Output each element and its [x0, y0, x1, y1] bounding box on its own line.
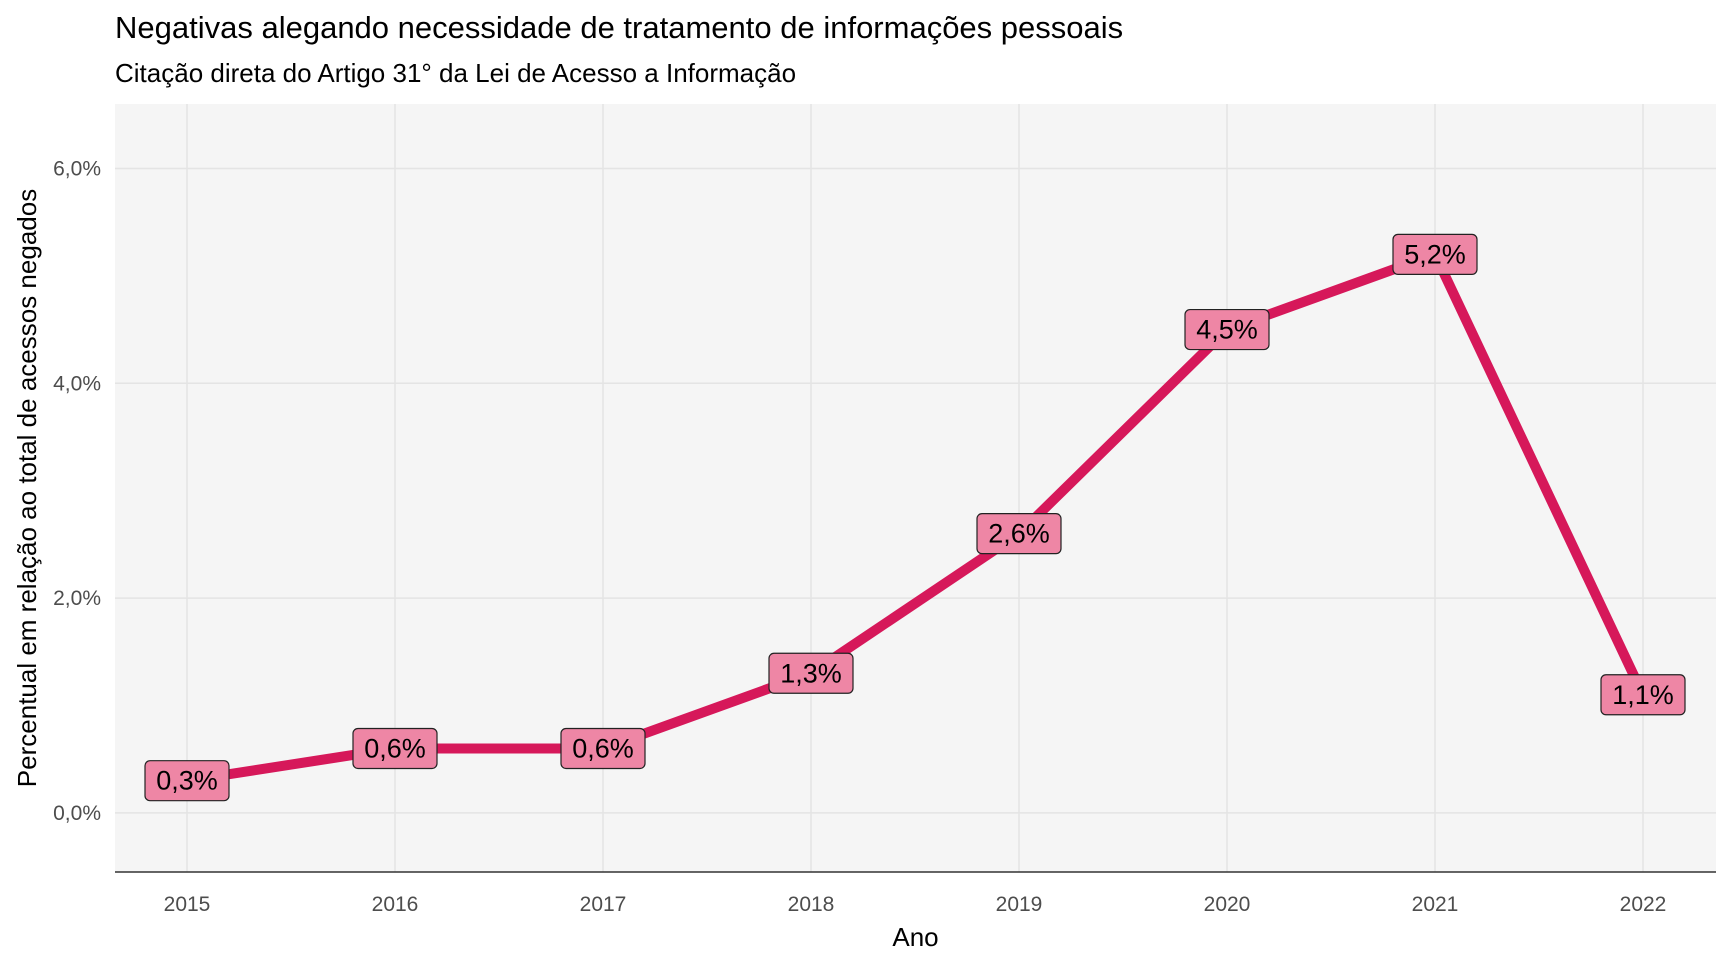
x-tick-label: 2021 [1412, 893, 1459, 916]
data-label: 0,3% [156, 766, 218, 796]
x-tick-label: 2018 [788, 893, 835, 916]
x-axis-title: Ano [892, 922, 938, 952]
data-label-box [1392, 233, 1478, 275]
data-label-box [144, 760, 230, 802]
data-label: 1,3% [780, 658, 842, 688]
x-tick-label: 2016 [372, 893, 419, 916]
x-tick-label: 2022 [1620, 893, 1667, 916]
data-label: 2,6% [988, 519, 1050, 549]
data-label: 5,2% [1404, 239, 1466, 269]
y-tick-label: 6,0% [53, 157, 101, 180]
y-tick-label: 4,0% [53, 372, 101, 395]
data-label-box [560, 727, 646, 770]
x-tick-label: 2015 [164, 893, 211, 916]
x-tick-label: 2017 [580, 893, 627, 916]
chart-title: Negativas alegando necessidade de tratam… [115, 10, 1124, 45]
y-axis-title: Percentual em relação ao total de acesso… [12, 189, 42, 787]
y-tick-label: 0,0% [53, 802, 101, 825]
data-label-box [1600, 674, 1686, 716]
data-label-box [352, 727, 438, 770]
data-label: 0,6% [572, 733, 634, 763]
data-label-box [1184, 308, 1270, 351]
data-label: 4,5% [1196, 315, 1258, 345]
data-label-box [976, 513, 1062, 555]
x-tick-label: 2020 [1204, 893, 1251, 916]
data-label: 1,1% [1612, 680, 1674, 710]
data-label-box [768, 652, 854, 694]
data-label: 0,6% [364, 733, 426, 763]
y-tick-label: 2,0% [53, 587, 101, 610]
chart-subtitle: Citação direta do Artigo 31° da Lei de A… [115, 58, 797, 88]
x-tick-label: 2019 [996, 893, 1043, 916]
